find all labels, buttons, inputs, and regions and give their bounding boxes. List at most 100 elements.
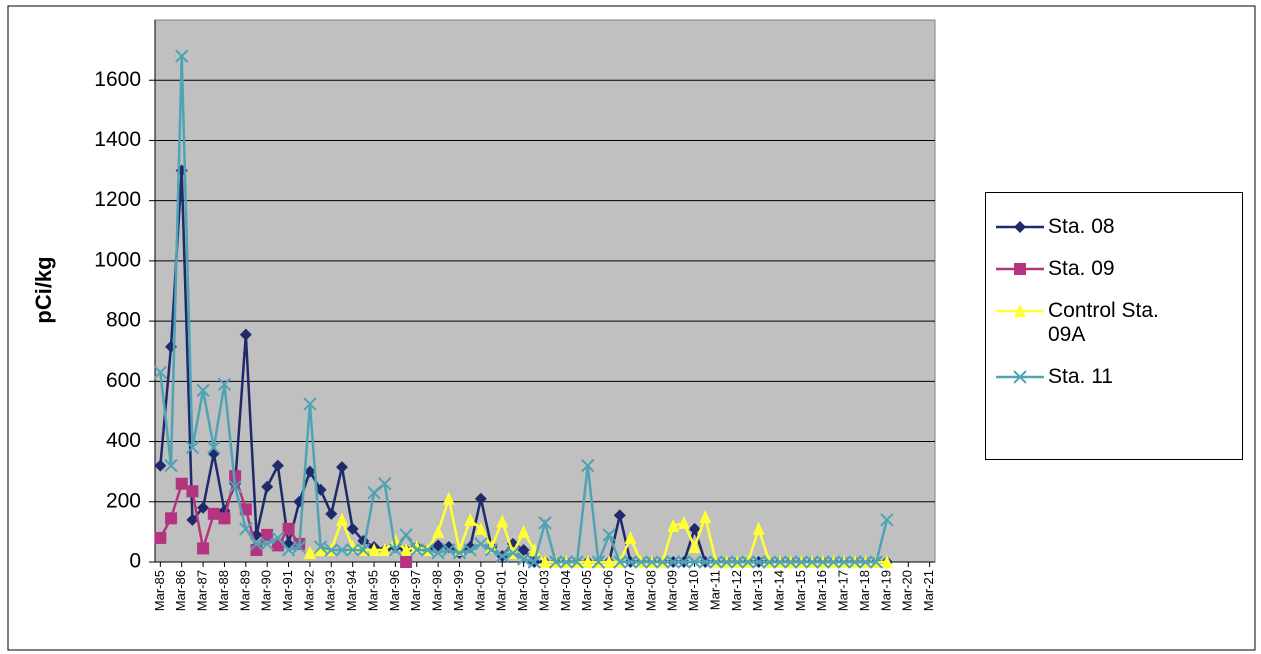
x-tick-label: Mar-01 xyxy=(494,570,509,611)
legend-swatch xyxy=(996,221,1044,233)
marker xyxy=(271,531,285,545)
y-tick-label: 800 xyxy=(106,309,141,332)
marker xyxy=(313,540,328,554)
marker xyxy=(345,543,360,557)
marker xyxy=(655,555,670,569)
marker xyxy=(335,543,349,557)
legend-entry: Sta. 11 xyxy=(992,365,1236,389)
legend-entry: Sta. 08 xyxy=(992,215,1236,239)
marker xyxy=(837,555,851,569)
x-tick-label: Mar-19 xyxy=(878,570,893,611)
marker xyxy=(517,524,530,538)
x-tick-label: Mar-07 xyxy=(622,570,637,611)
marker xyxy=(591,555,606,569)
y-tick-label: 1000 xyxy=(94,248,141,271)
marker xyxy=(400,556,413,568)
marker xyxy=(164,458,178,473)
marker xyxy=(677,515,690,529)
marker xyxy=(303,465,316,478)
x-tick-label: Mar-86 xyxy=(173,570,188,611)
x-tick-label: Mar-12 xyxy=(729,570,744,611)
marker xyxy=(623,555,638,569)
marker xyxy=(496,514,509,528)
x-tick-label: Mar-14 xyxy=(772,570,787,611)
legend-label: Sta. 08 xyxy=(1048,215,1115,238)
marker xyxy=(335,461,348,474)
marker xyxy=(613,509,626,522)
x-tick-label: Mar-95 xyxy=(365,570,380,611)
y-tick-label: 600 xyxy=(106,369,141,392)
marker xyxy=(239,522,253,536)
marker xyxy=(197,501,210,514)
marker xyxy=(730,555,745,569)
marker xyxy=(261,528,274,541)
marker xyxy=(186,513,199,526)
marker xyxy=(602,528,616,542)
marker xyxy=(527,555,542,569)
marker xyxy=(474,521,487,535)
marker xyxy=(261,480,274,493)
marker xyxy=(431,546,445,560)
marker xyxy=(688,539,701,553)
x-tick-label: Mar-11 xyxy=(707,570,722,610)
marker xyxy=(228,480,242,494)
marker xyxy=(303,397,317,411)
x-tick-label: Mar-89 xyxy=(237,570,252,611)
marker xyxy=(464,512,477,526)
x-tick-label: Mar-13 xyxy=(750,570,765,611)
legend: Sta. 08 Sta. 09 Control Sta. 09A Sta. 11 xyxy=(985,192,1243,460)
marker xyxy=(260,537,274,551)
marker xyxy=(282,522,295,535)
x-tick-label: Mar-08 xyxy=(643,570,658,611)
marker xyxy=(1014,304,1026,317)
legend-swatch xyxy=(996,370,1044,384)
x-tick-label: Mar-96 xyxy=(387,570,402,611)
marker xyxy=(154,531,167,544)
plot-area xyxy=(154,19,936,563)
marker xyxy=(368,542,381,556)
marker xyxy=(249,537,264,551)
marker xyxy=(880,513,894,527)
marker xyxy=(667,518,680,532)
legend-entry: Sta. 09 xyxy=(992,257,1236,281)
x-tick-label: Mar-94 xyxy=(344,570,359,611)
marker xyxy=(154,459,167,472)
marker xyxy=(709,555,723,569)
legend-label: Sta. 11 xyxy=(1048,365,1113,388)
marker xyxy=(506,546,520,560)
marker xyxy=(634,555,648,569)
x-tick-label: Mar-18 xyxy=(857,570,872,611)
x-tick-label: Mar-99 xyxy=(451,570,466,611)
x-tick-label: Mar-20 xyxy=(900,570,915,611)
marker xyxy=(165,512,178,525)
marker xyxy=(474,492,487,505)
marker xyxy=(1013,370,1027,384)
marker xyxy=(762,555,777,569)
legend-label: Control Sta. 09A xyxy=(1048,299,1159,346)
marker xyxy=(474,537,488,551)
marker xyxy=(687,555,702,569)
y-tick-label: 1400 xyxy=(94,128,141,151)
y-tick-label: 0 xyxy=(129,550,141,573)
marker xyxy=(410,543,424,557)
marker xyxy=(741,555,755,569)
legend-swatch xyxy=(996,304,1044,317)
marker xyxy=(666,555,680,569)
marker xyxy=(1014,263,1026,275)
y-tick-label: 200 xyxy=(106,489,141,512)
marker xyxy=(175,49,189,63)
marker xyxy=(217,377,232,392)
marker xyxy=(645,555,659,569)
marker xyxy=(378,477,392,491)
marker xyxy=(196,383,210,398)
marker xyxy=(559,555,574,569)
marker xyxy=(281,543,296,557)
x-tick-label: Mar-87 xyxy=(195,570,210,611)
x-tick-label: Mar-03 xyxy=(536,570,551,611)
x-tick-label: Mar-93 xyxy=(323,570,338,611)
x-tick-label: Mar-16 xyxy=(814,570,829,611)
marker xyxy=(399,528,413,542)
x-tick-label: Mar-90 xyxy=(259,570,274,611)
marker xyxy=(463,543,477,557)
